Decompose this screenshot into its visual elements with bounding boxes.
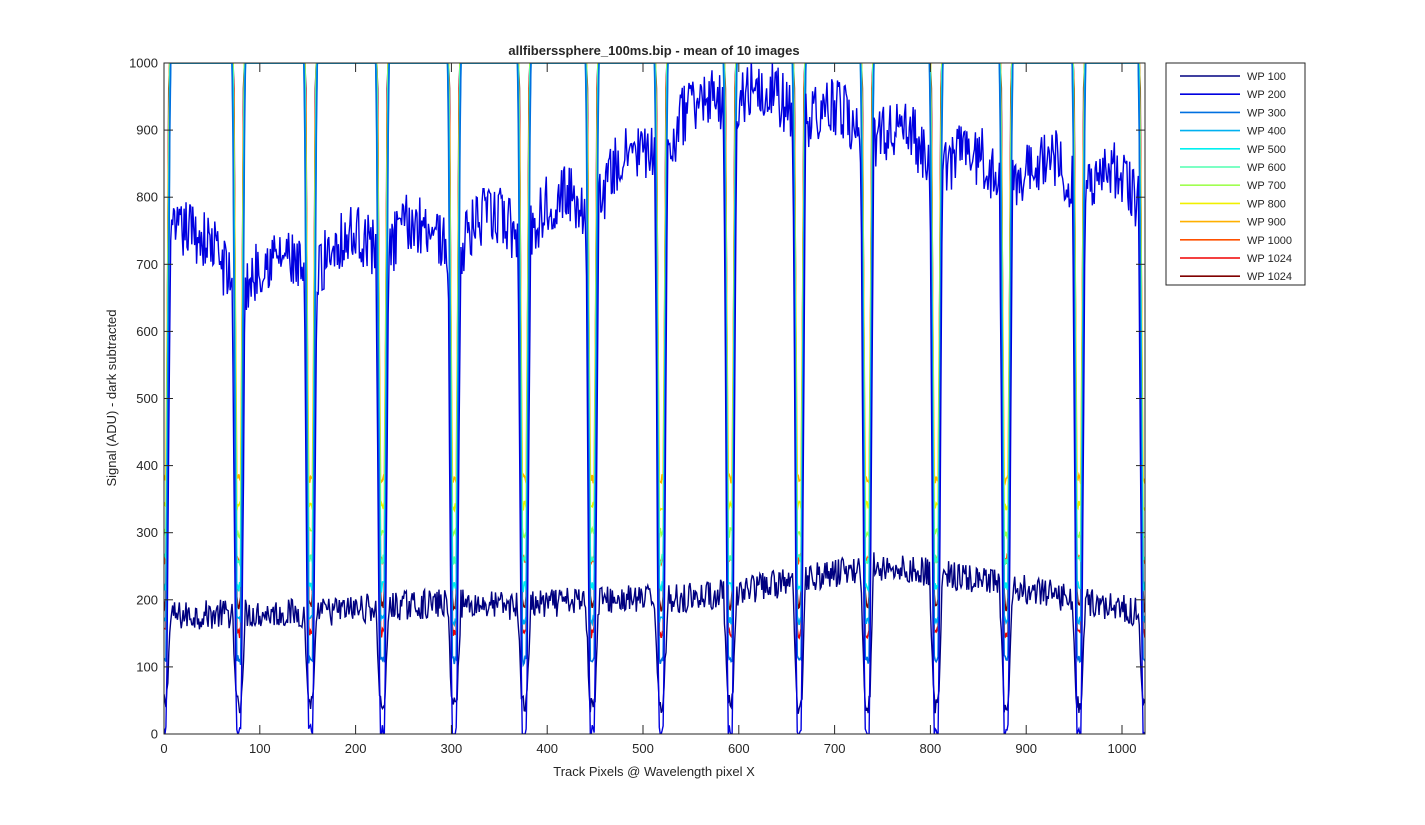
x-tick-label: 0 xyxy=(160,741,167,756)
legend-label: WP 500 xyxy=(1247,144,1286,156)
chart-title: allfiberssphere_100ms.bip - mean of 10 i… xyxy=(508,43,799,58)
x-axis-label: Track Pixels @ Wavelength pixel X xyxy=(553,764,755,779)
legend-label: WP 900 xyxy=(1247,217,1286,229)
series-layer xyxy=(164,63,1145,734)
x-tick-label: 700 xyxy=(824,741,846,756)
legend: WP 100 WP 200 WP 300 WP 400 WP 500 WP 600 WP 7… xyxy=(1165,62,1306,286)
series-line xyxy=(164,63,1145,734)
legend-label: WP 300 xyxy=(1247,107,1286,119)
y-axis-label: Signal (ADU) - dark subtracted xyxy=(104,309,119,486)
legend-label: WP 600 xyxy=(1247,162,1286,174)
legend-label: WP 400 xyxy=(1247,126,1286,138)
y-tick-label: 500 xyxy=(136,391,158,406)
x-tick-label: 200 xyxy=(345,741,367,756)
legend-box xyxy=(1165,62,1306,286)
y-tick-label: 100 xyxy=(136,659,158,674)
y-tick-label: 300 xyxy=(136,525,158,540)
y-tick-label: 1000 xyxy=(129,56,158,71)
y-tick-label: 200 xyxy=(136,592,158,607)
x-tick-label: 900 xyxy=(1015,741,1037,756)
x-tick-label: 500 xyxy=(632,741,654,756)
y-tick-label: 0 xyxy=(151,727,158,742)
x-tick-label: 800 xyxy=(920,741,942,756)
legend-label: WP 1024 xyxy=(1247,253,1292,265)
y-tick-label: 800 xyxy=(136,190,158,205)
x-tick-label: 300 xyxy=(441,741,463,756)
y-tick-label: 400 xyxy=(136,458,158,473)
y-tick-label: 900 xyxy=(136,123,158,138)
legend-label: WP 1024 xyxy=(1247,271,1292,283)
series-line xyxy=(164,552,1145,714)
y-tick-label: 600 xyxy=(136,324,158,339)
y-tick-label: 700 xyxy=(136,257,158,272)
x-tick-label: 600 xyxy=(728,741,750,756)
legend-label: WP 700 xyxy=(1247,180,1286,192)
legend-label: WP 1000 xyxy=(1247,235,1292,247)
legend-label: WP 100 xyxy=(1247,71,1286,83)
x-tick-label: 400 xyxy=(536,741,558,756)
legend-label: WP 800 xyxy=(1247,198,1286,210)
legend-label: WP 200 xyxy=(1247,89,1286,101)
x-tick-label: 100 xyxy=(249,741,271,756)
axis-ticks: 0 100 200 300 400 500 600 700 800 900 1000 0 100 200 3… xyxy=(129,56,1145,756)
x-tick-label: 1000 xyxy=(1108,741,1137,756)
